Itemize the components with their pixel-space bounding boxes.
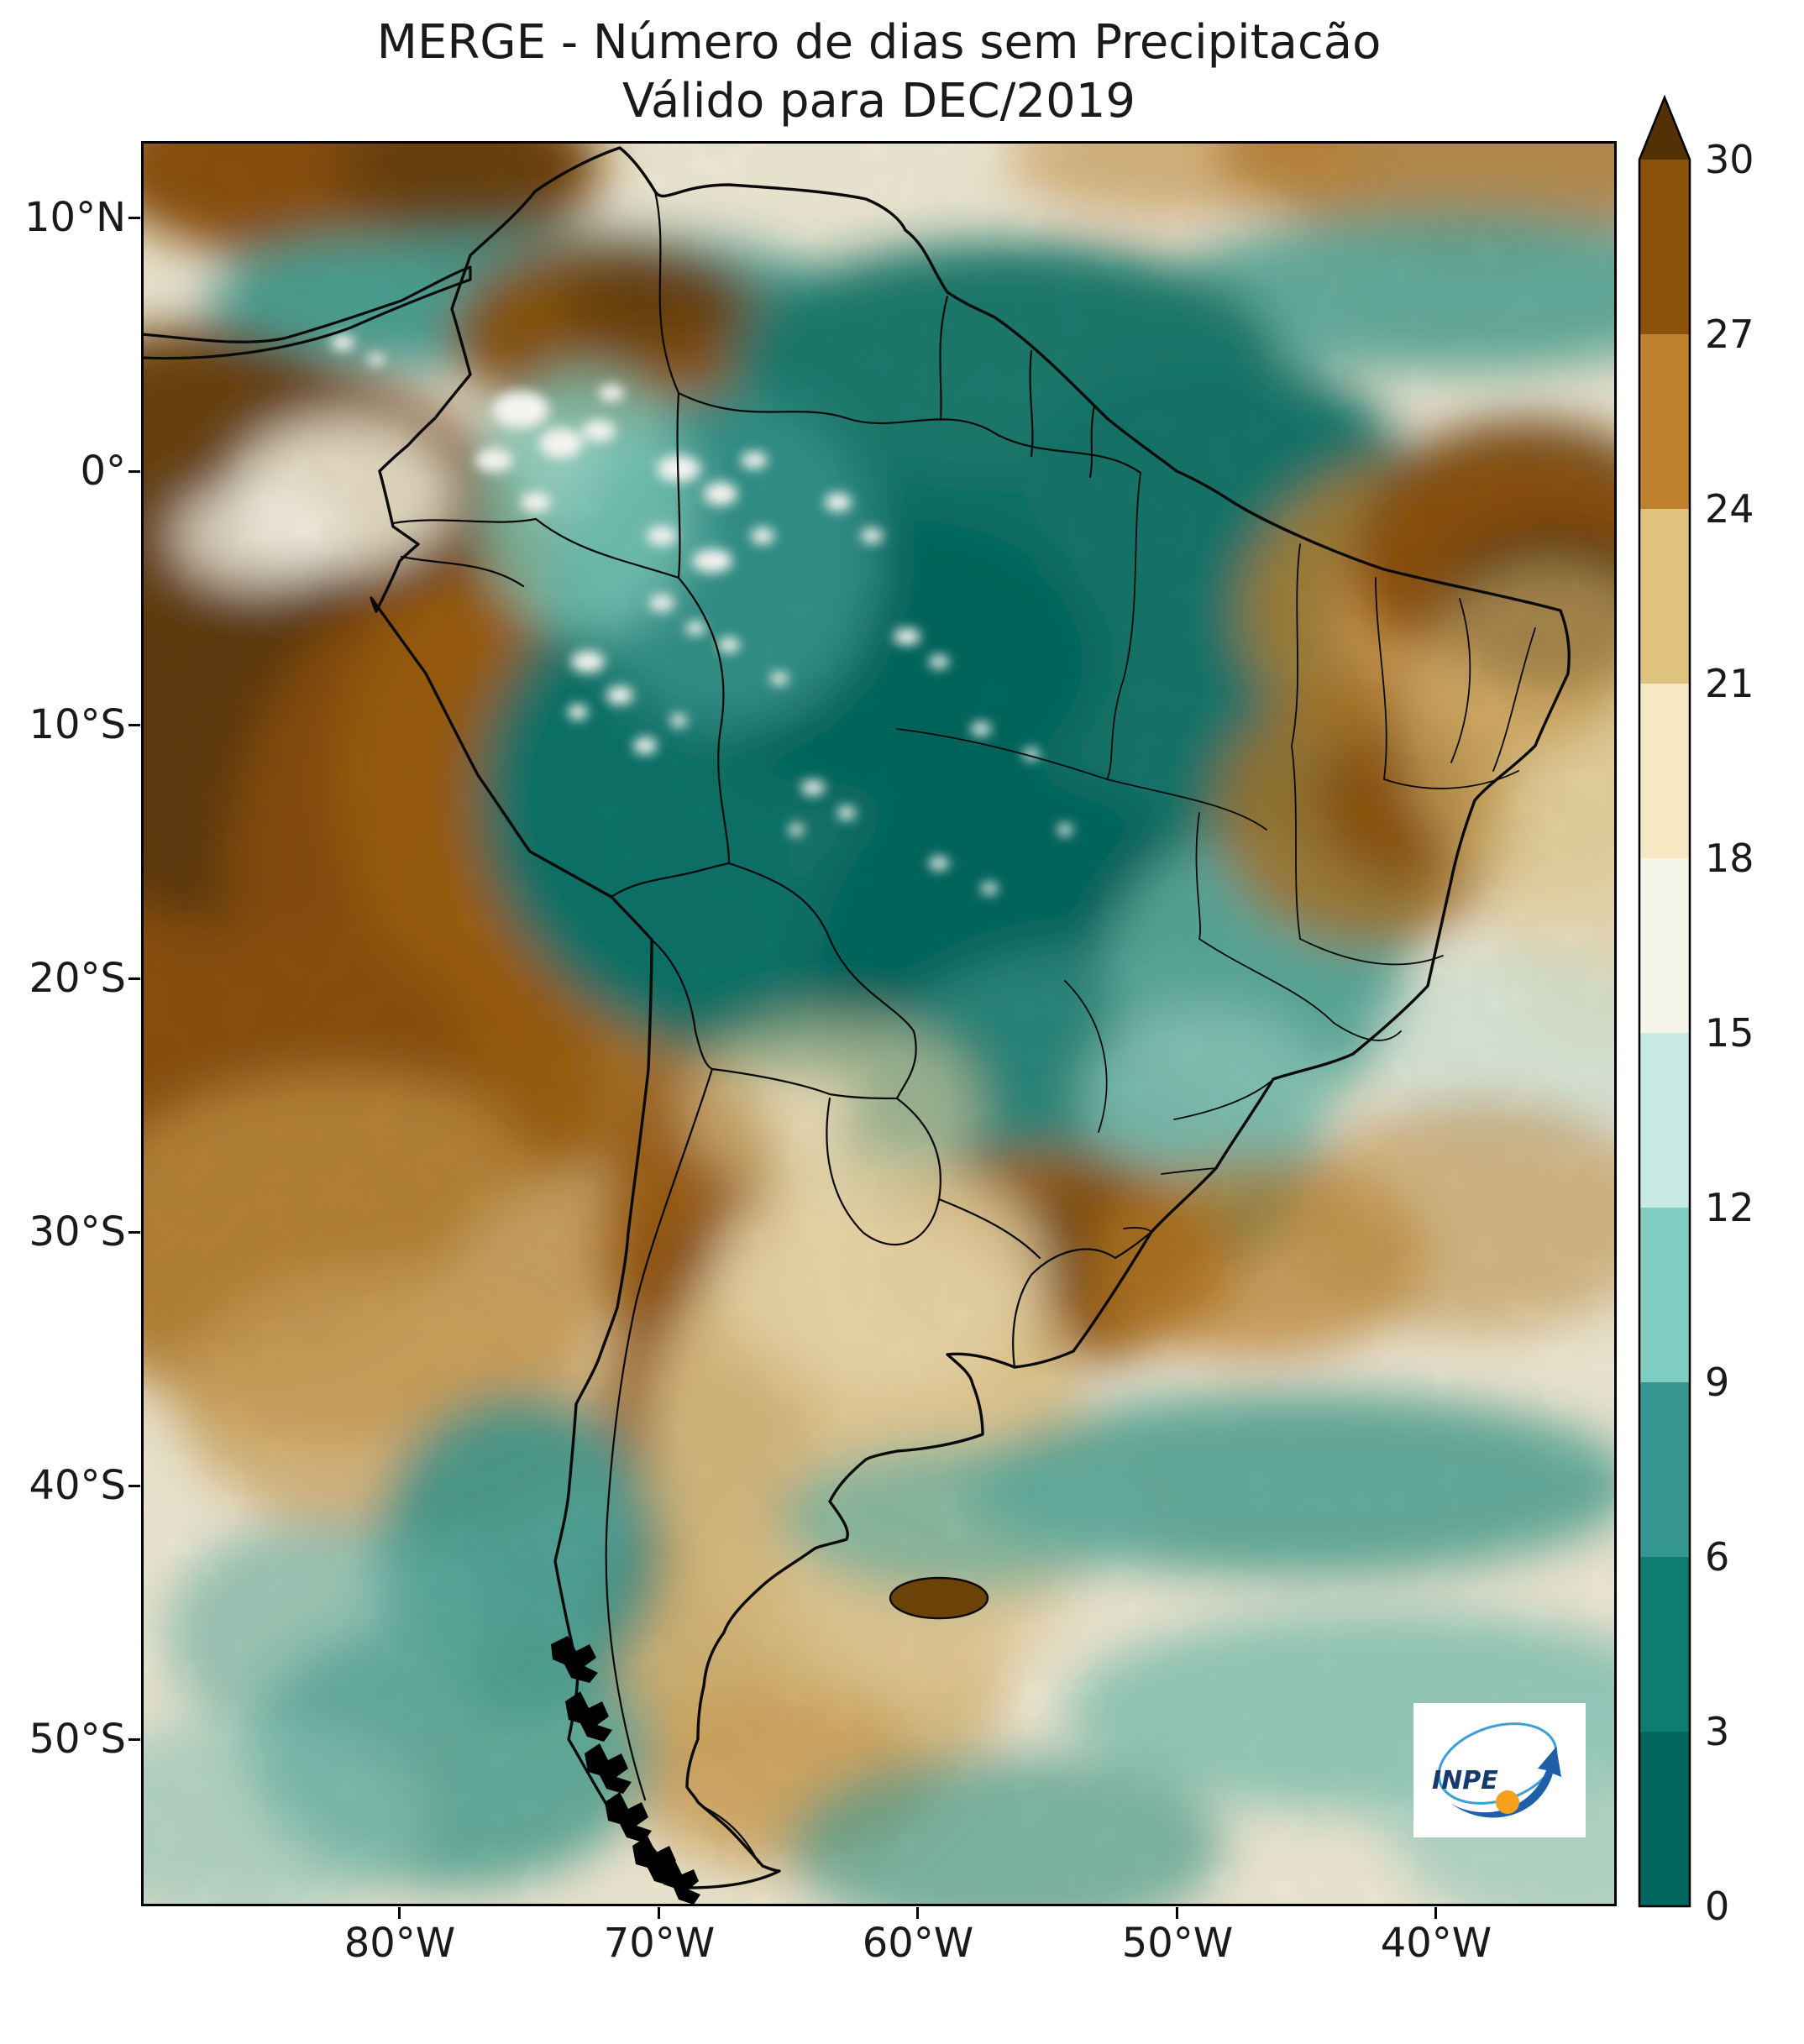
lon-tick-mark — [658, 1907, 660, 1919]
colorbar-tick-15: 15 — [1705, 1010, 1754, 1056]
lat-tick-mark — [128, 724, 140, 726]
colorbar-segment-15-18 — [1639, 858, 1690, 1033]
lon-tick-label-40w: 40°W — [1380, 1920, 1492, 1967]
lon-tick-label-70w: 70°W — [603, 1920, 716, 1967]
colorbar — [1638, 94, 1691, 1908]
lat-tick-label-10n: 10°N — [24, 194, 126, 241]
colorbar-outline — [1638, 94, 1691, 1908]
colorbar-segment-9-12 — [1639, 1208, 1690, 1382]
lon-tick-mark — [1176, 1907, 1178, 1919]
colorbar-tick-27: 27 — [1705, 312, 1754, 357]
colorbar-tick-30: 30 — [1705, 137, 1754, 182]
colorbar-segment-27-30 — [1639, 160, 1690, 334]
lat-tick-label-30s: 30°S — [29, 1208, 126, 1255]
figure-title-line2: Válido para DEC/2019 — [622, 74, 1135, 128]
colorbar-segment-6-9 — [1639, 1382, 1690, 1557]
colorbar-segment-24-27 — [1639, 334, 1690, 509]
lon-tick-label-50w: 50°W — [1121, 1920, 1234, 1967]
colorbar-segment-21-24 — [1639, 509, 1690, 684]
lat-tick-label-0: 0° — [80, 448, 126, 495]
raster-field — [141, 141, 1617, 1906]
lon-tick-label-60w: 60°W — [862, 1920, 974, 1967]
colorbar-segment-3-6 — [1639, 1557, 1690, 1732]
map-canvas — [141, 141, 1617, 1906]
lat-tick-mark — [128, 977, 140, 980]
lon-tick-label-80w: 80°W — [343, 1920, 456, 1967]
figure-title: MERGE - Número de dias sem Precipitacão … — [141, 13, 1617, 131]
colorbar-tick-0: 0 — [1705, 1884, 1730, 1929]
figure-title-line1: MERGE - Número de dias sem Precipitacão — [376, 15, 1382, 70]
colorbar-tick-24: 24 — [1705, 486, 1754, 532]
coastline-borders — [141, 146, 1571, 1905]
inpe-logo: INPE — [1413, 1703, 1586, 1837]
lat-tick-mark — [128, 470, 140, 473]
lon-tick-mark — [1434, 1907, 1437, 1919]
lat-tick-label-40s: 40°S — [29, 1462, 126, 1509]
lat-tick-mark — [128, 1231, 140, 1234]
lon-tick-mark — [398, 1907, 401, 1919]
lat-tick-mark — [128, 1485, 140, 1487]
orange-sphere-icon — [1496, 1790, 1519, 1814]
colorbar-segment-0-3 — [1639, 1732, 1690, 1906]
colorbar-tick-12: 12 — [1705, 1185, 1754, 1230]
lat-tick-label-20s: 20°S — [29, 955, 126, 1002]
colorbar-segment-18-21 — [1639, 684, 1690, 858]
colorbar-tick-6: 6 — [1705, 1534, 1730, 1580]
lat-tick-label-10s: 10°S — [29, 701, 126, 748]
colorbar-extend-arrow — [1639, 97, 1690, 160]
lat-tick-label-50s: 50°S — [29, 1716, 126, 1763]
lat-tick-mark — [128, 1738, 140, 1741]
colorbar-tick-3: 3 — [1705, 1709, 1730, 1754]
lat-tick-mark — [128, 217, 140, 219]
swoosh-arrow-icon — [1451, 1747, 1561, 1818]
colorbar-tick-9: 9 — [1705, 1360, 1730, 1405]
lon-tick-mark — [916, 1907, 919, 1919]
colorbar-segment-12-15 — [1639, 1033, 1690, 1208]
map-frame — [141, 141, 1617, 1906]
colorbar-tick-21: 21 — [1705, 661, 1754, 706]
inpe-logo-text: INPE — [1432, 1766, 1498, 1795]
colorbar-tick-18: 18 — [1705, 836, 1754, 881]
